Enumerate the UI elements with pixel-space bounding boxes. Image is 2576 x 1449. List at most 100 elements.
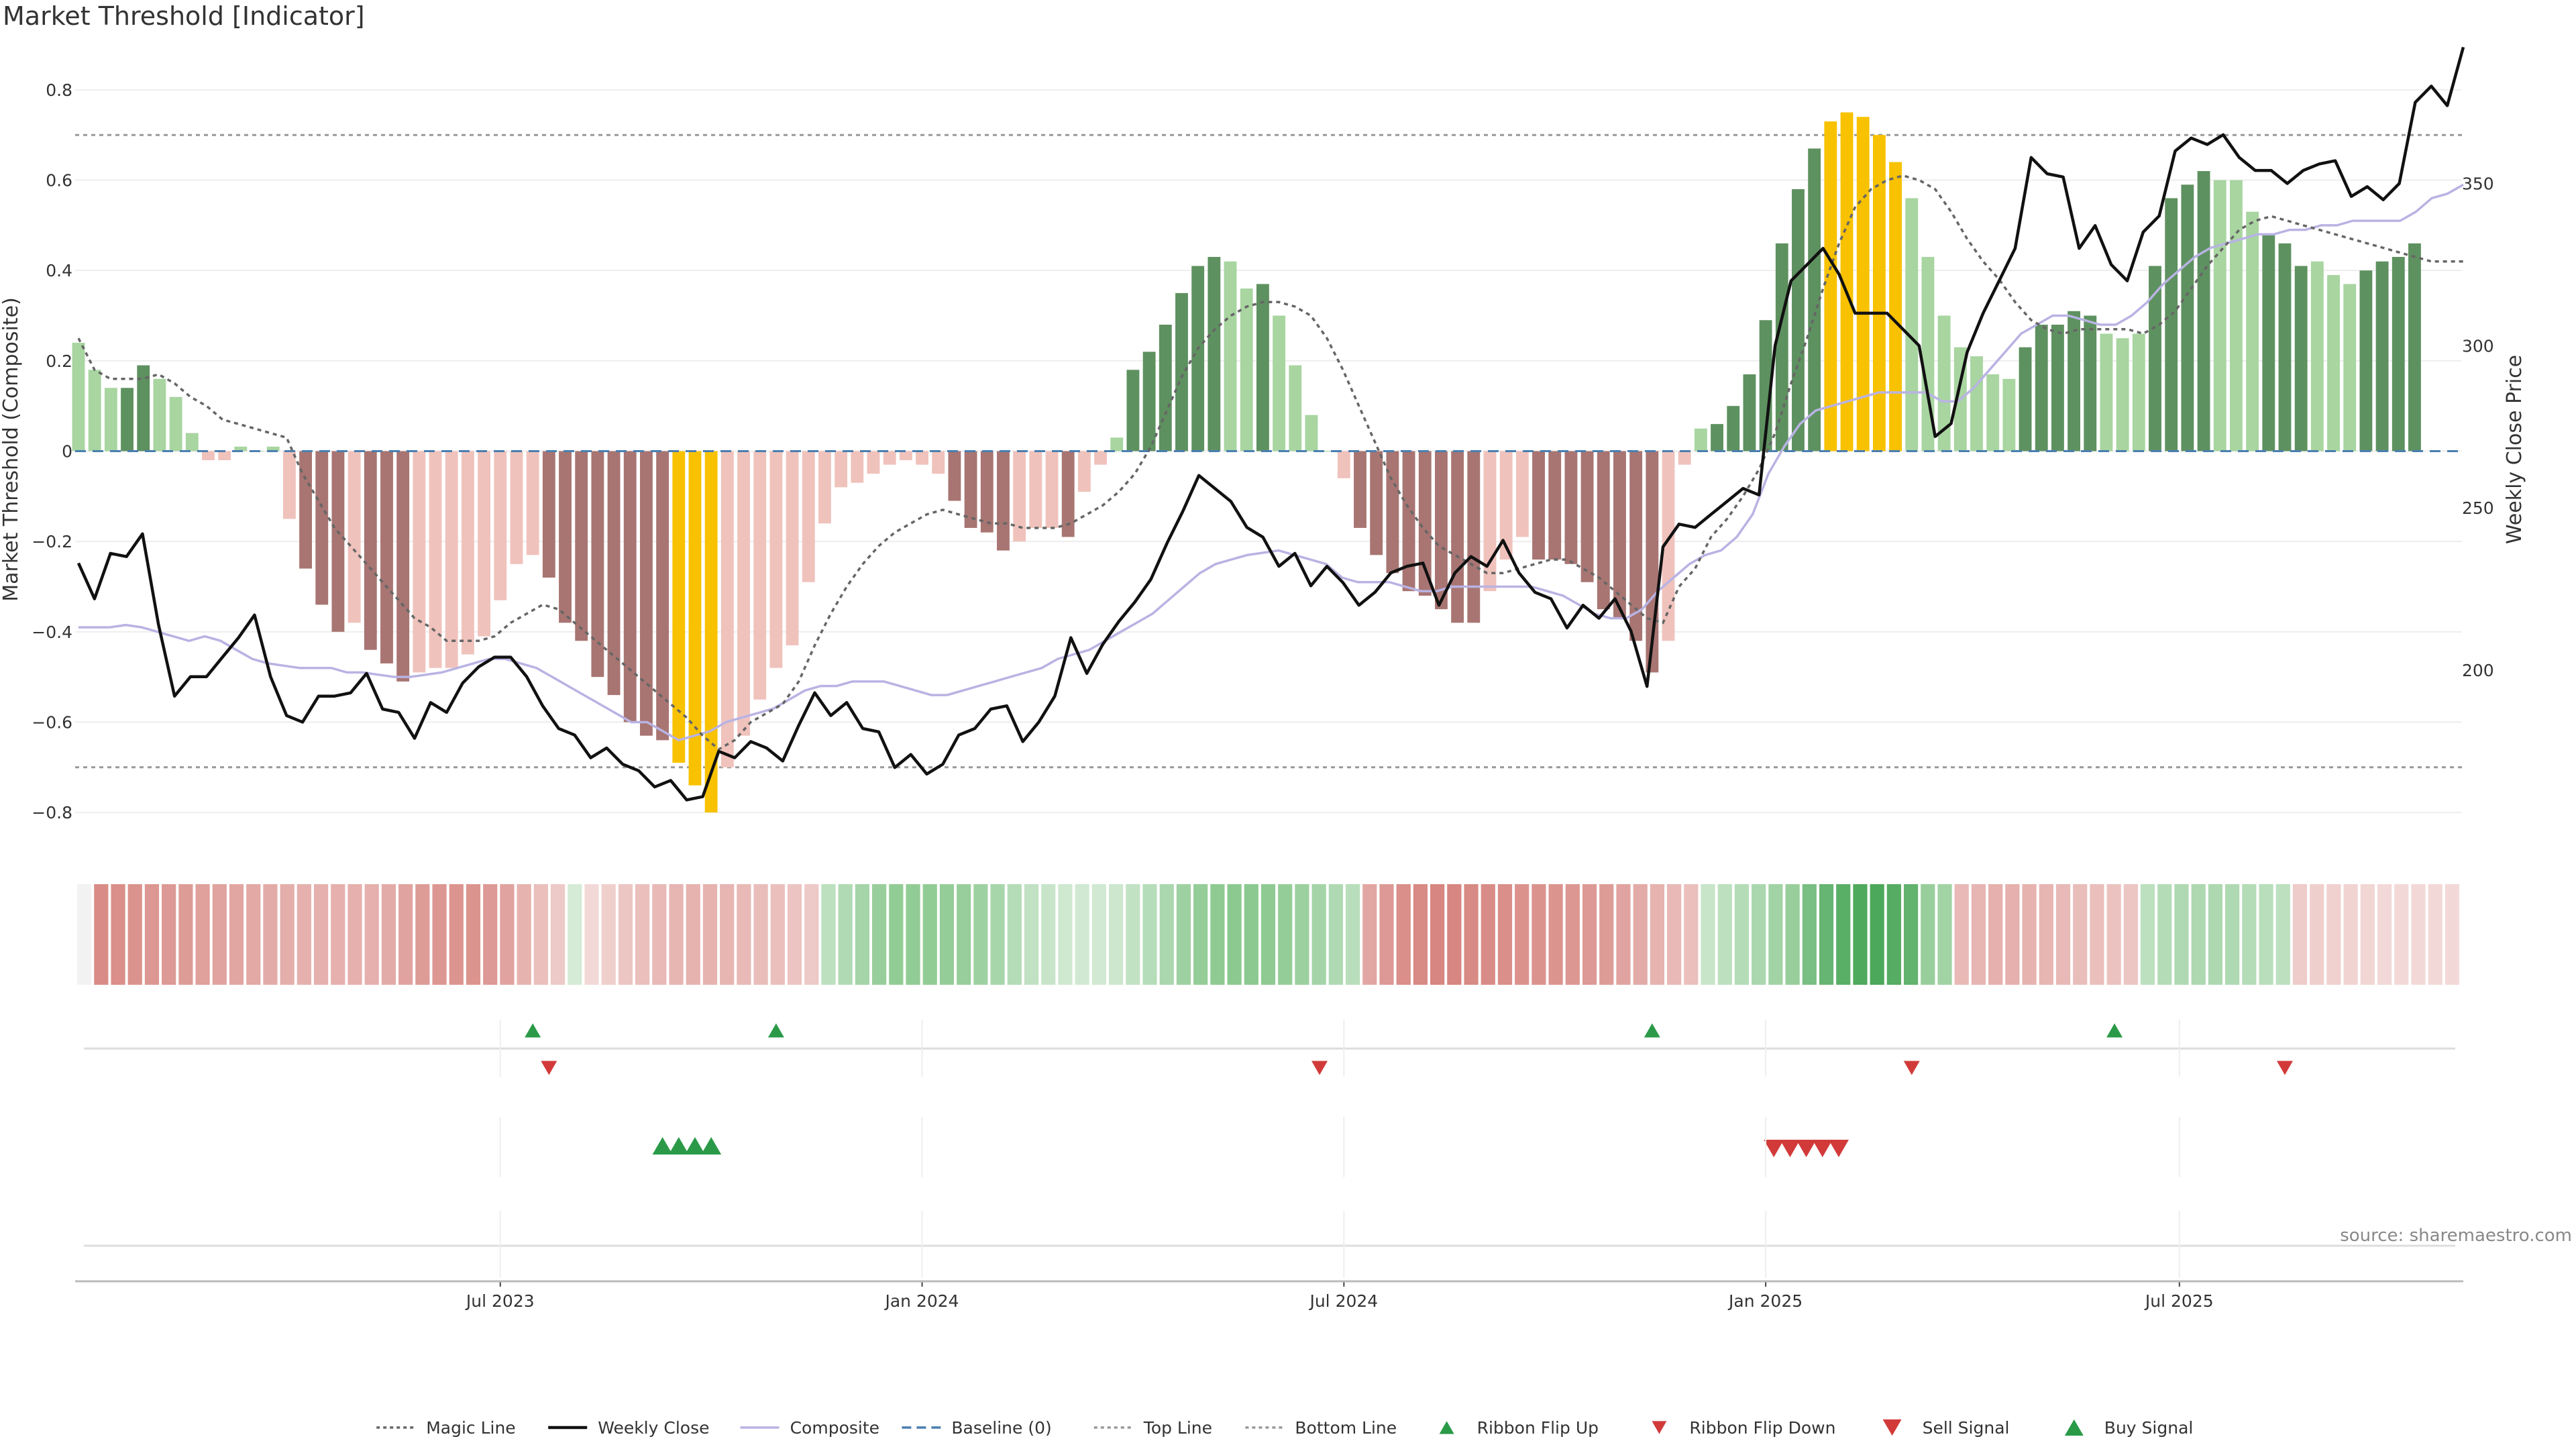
ribbon-tile bbox=[364, 884, 379, 985]
ribbon-tile bbox=[804, 884, 819, 985]
composite-bar bbox=[1905, 198, 1919, 451]
ribbon-tile bbox=[212, 884, 227, 985]
ribbon-tile bbox=[652, 884, 667, 985]
source-text: source: sharemaestro.com bbox=[2340, 1226, 2572, 1246]
legend-item: Ribbon Flip Up bbox=[1439, 1418, 1599, 1438]
weekly-close-line bbox=[76, 46, 2465, 802]
composite-bar bbox=[2310, 261, 2324, 451]
magic-line bbox=[77, 174, 2463, 751]
ribbon-tile bbox=[246, 884, 261, 985]
ribbon-tile bbox=[618, 884, 633, 985]
legend-swatch bbox=[2064, 1419, 2084, 1436]
ribbon-tile bbox=[922, 884, 937, 985]
ribbon-tile bbox=[1345, 884, 1360, 985]
composite-bar bbox=[137, 365, 150, 451]
composite-bar bbox=[1354, 451, 1366, 528]
ribbon-tile bbox=[1768, 884, 1783, 985]
composite-bars bbox=[72, 112, 2421, 813]
composite-bar bbox=[753, 451, 767, 700]
composite-bar bbox=[1678, 451, 1691, 465]
x-tick-label: Jul 2025 bbox=[2144, 1291, 2214, 1311]
x-tick-label: Jul 2024 bbox=[1308, 1291, 1378, 1311]
y-tick-label-right: 350 bbox=[2462, 174, 2494, 193]
composite-bar bbox=[121, 388, 133, 451]
ribbon-tile bbox=[1497, 884, 1513, 985]
y-tick-label-left: 0 bbox=[62, 442, 72, 462]
ribbon-tile bbox=[1836, 884, 1851, 985]
ribbon-tile bbox=[500, 884, 515, 985]
ribbon-tile bbox=[432, 884, 447, 985]
ribbon-tile bbox=[1108, 884, 1124, 985]
composite-bar bbox=[2181, 184, 2194, 451]
composite-bar bbox=[883, 451, 896, 465]
composite-bar bbox=[2084, 315, 2097, 451]
composite-bar bbox=[1483, 451, 1497, 592]
y-axis-label-left: Market Threshold (Composite) bbox=[0, 297, 23, 602]
composite-bar bbox=[2392, 256, 2405, 451]
ribbon-tile bbox=[449, 884, 464, 985]
ribbon-tile bbox=[2411, 884, 2426, 985]
y-tick-label-left: 0.6 bbox=[46, 171, 72, 191]
composite-bar bbox=[364, 451, 377, 650]
ribbon-tile bbox=[1667, 884, 1682, 985]
composite-bar bbox=[413, 451, 426, 673]
composite-bar bbox=[867, 451, 880, 474]
legend-swatch bbox=[1882, 1419, 1902, 1436]
composite-bar bbox=[1467, 451, 1481, 623]
composite-bar bbox=[542, 451, 555, 578]
ribbon-tile bbox=[2326, 884, 2341, 985]
composite-bar bbox=[380, 451, 393, 663]
legend-swatch bbox=[1439, 1421, 1454, 1434]
ribbon-tile bbox=[313, 884, 329, 985]
ribbon-tile bbox=[1515, 884, 1529, 985]
ribbon-tile bbox=[855, 884, 869, 985]
composite-bar bbox=[1824, 121, 1837, 451]
composite-bar bbox=[299, 451, 313, 569]
left-axis-ticks: −0.8 −0.6 −0.4 −0.2 0 0.2 0.4 0.6 0.8 bbox=[32, 80, 72, 822]
composite-bar bbox=[266, 446, 280, 451]
composite-bar bbox=[980, 451, 994, 533]
ribbon-tile bbox=[1582, 884, 1597, 985]
composite-bar bbox=[2197, 171, 2210, 451]
composite-bar bbox=[1175, 292, 1188, 451]
composite-bar bbox=[1889, 162, 1902, 451]
composite-bar bbox=[2229, 180, 2243, 451]
legend-swatch bbox=[1652, 1421, 1667, 1434]
ribbon-tile bbox=[1311, 884, 1326, 985]
composite-bar bbox=[1386, 451, 1399, 574]
composite-bar bbox=[1240, 288, 1253, 451]
composite-bar bbox=[88, 370, 101, 451]
ribbon-tile bbox=[720, 884, 735, 985]
ribbon-tile bbox=[1007, 884, 1022, 985]
composite-bar bbox=[818, 451, 831, 524]
composite-bar bbox=[1792, 189, 1805, 451]
legend-label: Weekly Close bbox=[598, 1418, 709, 1438]
composite-bar bbox=[2359, 270, 2373, 451]
ribbon-tile bbox=[1819, 884, 1834, 985]
composite-bar bbox=[802, 451, 815, 582]
ribbon-tile bbox=[1142, 884, 1157, 985]
x-tick-label: Jan 2024 bbox=[883, 1291, 959, 1311]
ribbon-tile bbox=[195, 884, 210, 985]
ribbon-tile bbox=[635, 884, 650, 985]
ribbon-tile bbox=[1295, 884, 1309, 985]
composite-bar bbox=[1434, 451, 1448, 610]
sell-signal-marker bbox=[1796, 1139, 1817, 1158]
ribbon-tile bbox=[838, 884, 853, 985]
ribbon-tile bbox=[111, 884, 125, 985]
ribbon-tile bbox=[2123, 884, 2138, 985]
composite-bar bbox=[1029, 451, 1042, 528]
ribbon-tile bbox=[1752, 884, 1766, 985]
ribbon-tile bbox=[1532, 884, 1546, 985]
composite-bar bbox=[1970, 356, 1983, 451]
ribbon-tile bbox=[821, 884, 836, 985]
legend-item: Buy Signal bbox=[2064, 1418, 2193, 1438]
ribbon-tile bbox=[2106, 884, 2121, 985]
ribbon-tile bbox=[331, 884, 345, 985]
ribbon-tile bbox=[297, 884, 311, 985]
ribbon-tile bbox=[517, 884, 531, 985]
ribbon-tile bbox=[889, 884, 904, 985]
ribbon-tile bbox=[1886, 884, 1901, 985]
composite-bar bbox=[510, 451, 523, 564]
composite-bar bbox=[461, 451, 474, 655]
